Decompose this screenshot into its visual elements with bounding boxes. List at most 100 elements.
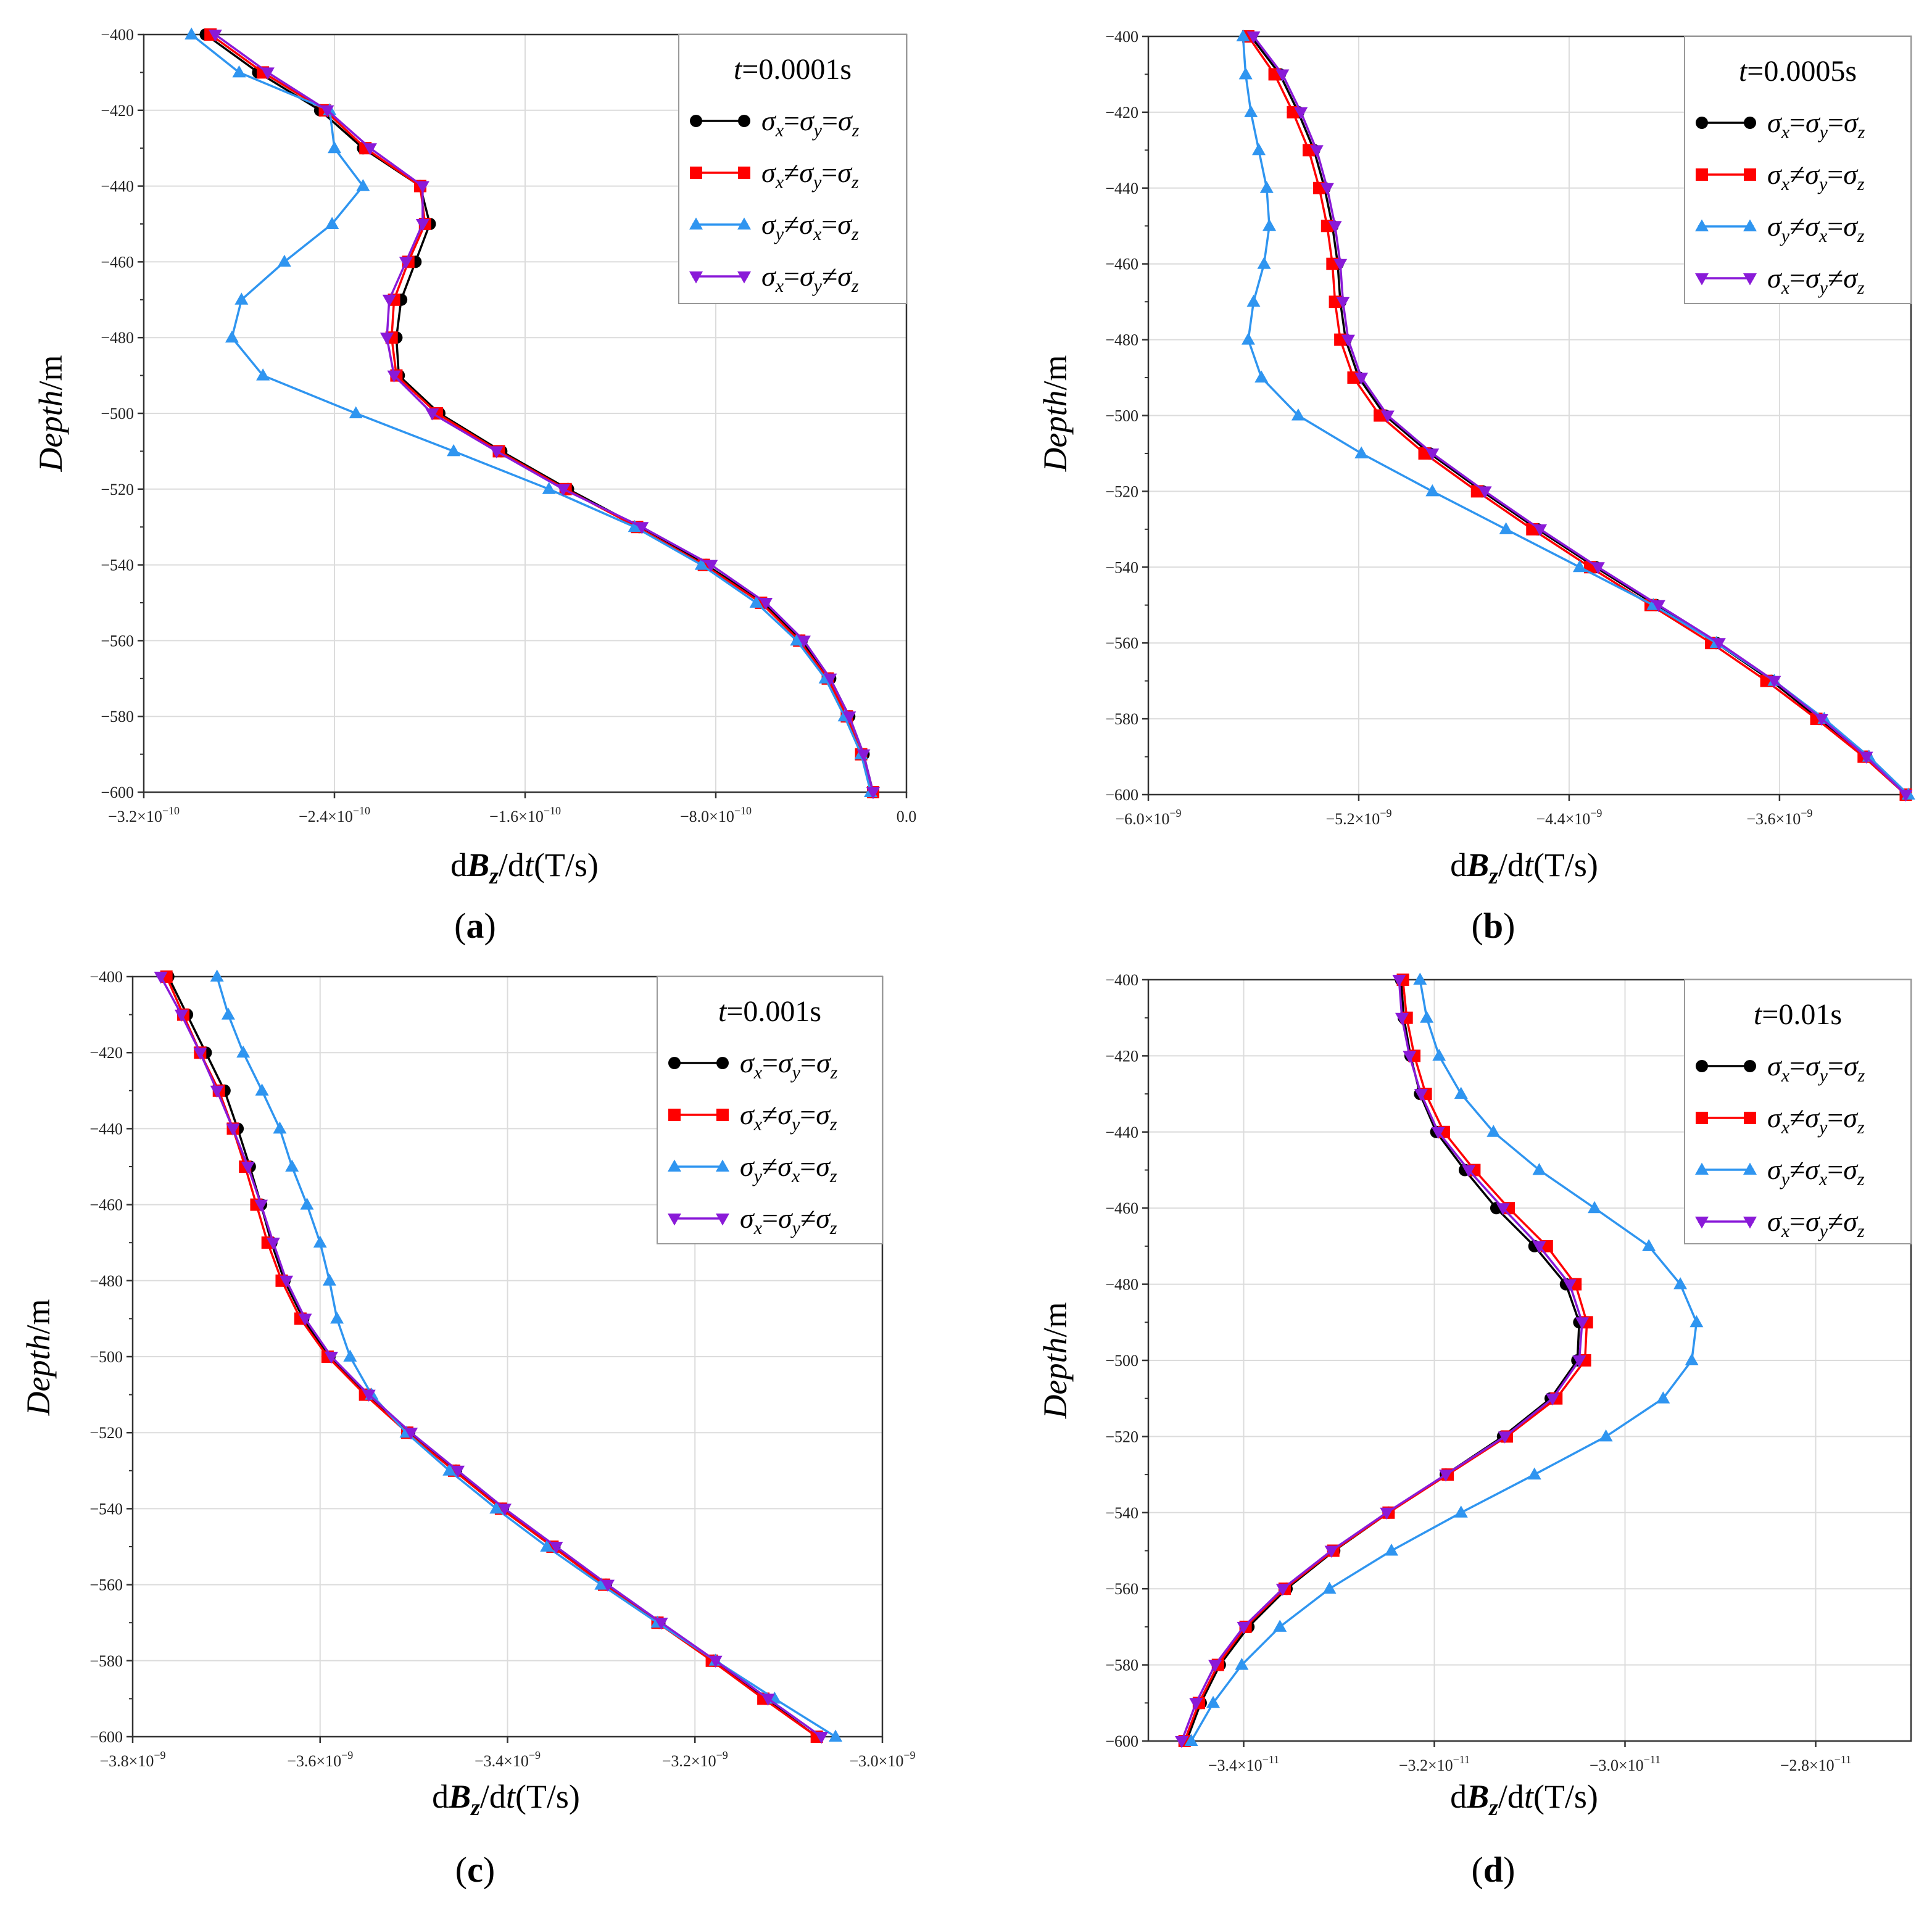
- legend-marker: [1744, 168, 1756, 181]
- data-point: [1533, 524, 1548, 537]
- panel-caption: (d): [1472, 1850, 1515, 1890]
- legend-marker: [668, 1109, 681, 1121]
- data-point: [1275, 1584, 1290, 1596]
- data-point: [1462, 1165, 1476, 1177]
- data-point: [1591, 562, 1605, 574]
- legend-label: σx≠σy=σz: [740, 1099, 837, 1135]
- x-axis-label: dBz/dt(T/s): [432, 1778, 580, 1821]
- data-point: [1333, 259, 1348, 271]
- data-point: [556, 484, 570, 497]
- data-point: [1354, 373, 1369, 385]
- data-point: [273, 1121, 287, 1134]
- data-point: [322, 1273, 336, 1286]
- y-tick-label: −460: [89, 1196, 123, 1214]
- data-point: [330, 1311, 344, 1324]
- legend-label: σy≠σx=σz: [1767, 1154, 1865, 1189]
- data-point: [208, 30, 222, 42]
- data-point: [694, 558, 708, 570]
- legend-marker: [738, 167, 750, 179]
- data-point: [1496, 1203, 1510, 1215]
- x-axis-label: dBz/dt(T/s): [1450, 846, 1598, 889]
- data-point: [1642, 1239, 1656, 1251]
- y-tick-label: −500: [89, 1348, 123, 1366]
- chart-panel-c: −400 −420 −440 −460 −480 −500 −520 −540 −560 −580…: [20, 968, 915, 1890]
- data-point: [415, 181, 429, 194]
- chart-panel-d: −400 −420 −440 −460 −480 −500 −520 −540 −560 −580…: [1037, 971, 1912, 1890]
- series-3: [1184, 972, 1704, 1746]
- x-tick-label: −2.8×10−11: [1780, 1753, 1851, 1774]
- y-tick-label: −520: [1105, 482, 1138, 500]
- data-point: [749, 595, 763, 608]
- legend-marker: [1744, 1112, 1756, 1124]
- data-point: [1685, 1353, 1699, 1365]
- x-tick-label: −5.2×10−9: [1325, 807, 1391, 828]
- legend-label: σx≠σy=σz: [1767, 159, 1865, 194]
- legend-marker: [668, 1214, 681, 1226]
- data-point: [1328, 221, 1342, 233]
- data-point: [1320, 183, 1334, 196]
- y-tick-label: −580: [1105, 710, 1138, 728]
- legend-label: σy≠σx=σz: [761, 209, 859, 244]
- data-point: [635, 522, 649, 534]
- legend-marker: [690, 115, 702, 127]
- y-tick-label: −520: [101, 481, 134, 498]
- data-point: [1712, 638, 1726, 650]
- legend-label: σx=σy=σz: [1767, 1050, 1865, 1086]
- legend-marker: [1696, 1060, 1708, 1072]
- x-tick-label: −3.2×10−11: [1399, 1753, 1470, 1774]
- data-point: [1546, 1393, 1560, 1406]
- data-point: [1322, 1581, 1337, 1594]
- y-tick-label: −560: [1105, 1580, 1138, 1598]
- y-tick-label: −600: [1105, 1732, 1138, 1750]
- y-tick-label: −560: [1105, 634, 1138, 652]
- legend-marker: [1695, 1162, 1709, 1175]
- data-point: [1380, 1507, 1394, 1520]
- data-point: [1425, 448, 1440, 461]
- data-point: [193, 1048, 207, 1060]
- x-tick-label: −6.0×10−9: [1116, 807, 1182, 828]
- data-point: [184, 27, 199, 39]
- y-tick-label: −560: [89, 1576, 123, 1594]
- data-point: [540, 1539, 554, 1552]
- legend-marker: [1744, 117, 1756, 129]
- data-point: [349, 406, 363, 418]
- data-point: [1259, 181, 1274, 193]
- data-point: [1575, 1317, 1589, 1330]
- data-point: [232, 65, 246, 78]
- legend-marker: [1695, 273, 1709, 286]
- legend-marker: [716, 1214, 729, 1226]
- y-tick-label: −580: [101, 708, 134, 726]
- legend-label: σx≠σy=σz: [1767, 1102, 1865, 1138]
- legend-marker: [716, 1159, 729, 1172]
- legend-marker: [1743, 273, 1757, 286]
- data-point: [1241, 333, 1255, 345]
- chart-panel-b: −400 −420 −440 −460 −480 −500 −520 −540 −560 −580…: [1037, 28, 1915, 946]
- y-tick-label: −400: [1105, 971, 1138, 989]
- legend-marker: [737, 271, 751, 284]
- legend-box: [657, 976, 883, 1244]
- data-point: [1599, 1429, 1613, 1442]
- legend-marker: [1743, 1217, 1757, 1229]
- data-point: [254, 1199, 268, 1212]
- data-point: [489, 1501, 504, 1514]
- y-tick-label: −400: [1105, 28, 1138, 46]
- data-point: [1562, 1279, 1577, 1292]
- data-point: [210, 1085, 224, 1098]
- y-tick-label: −500: [1105, 1352, 1138, 1370]
- legend-marker: [738, 115, 750, 127]
- data-point: [1572, 560, 1586, 573]
- x-tick-label: −1.6×10−10: [489, 804, 561, 825]
- data-point: [1354, 446, 1369, 458]
- data-point: [221, 1007, 235, 1020]
- data-point: [256, 368, 270, 381]
- x-tick-label: −3.6×10−9: [287, 1749, 353, 1770]
- y-tick-label: −400: [89, 968, 123, 986]
- y-tick-label: −540: [1105, 1504, 1138, 1522]
- data-point: [1235, 1658, 1249, 1670]
- x-tick-label: −4.4×10−9: [1536, 807, 1602, 828]
- data-point: [356, 179, 370, 191]
- data-point: [343, 1349, 357, 1362]
- data-point: [1392, 975, 1406, 987]
- legend-marker: [1744, 1060, 1756, 1072]
- data-point: [387, 370, 401, 383]
